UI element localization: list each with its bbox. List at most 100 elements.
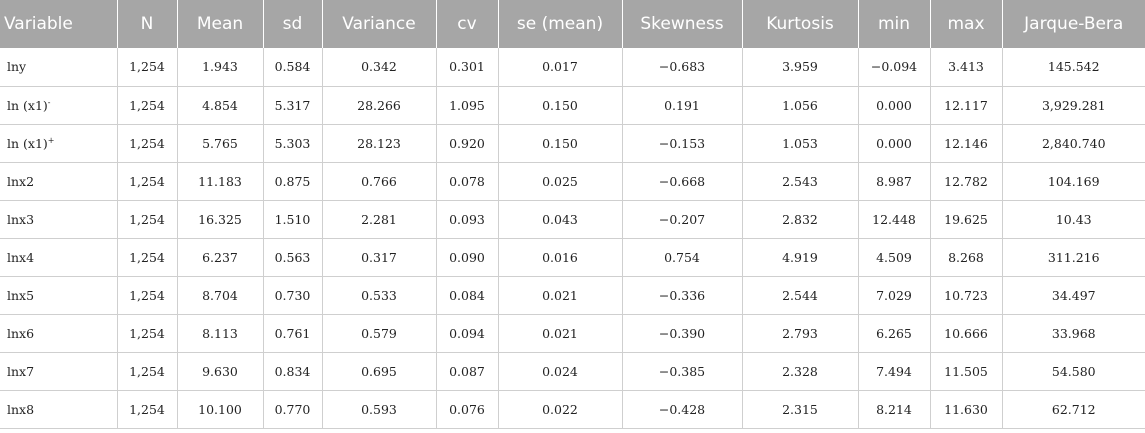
column-header: Skewness <box>622 0 743 48</box>
table-cell: −0.428 <box>622 390 743 429</box>
table-cell: −0.336 <box>622 276 743 315</box>
table-header: Variable N Mean sd Variance cv se (mean) Skewne… <box>0 0 1145 48</box>
table-cell: 11.630 <box>930 390 1003 429</box>
table-cell: 12.448 <box>858 200 931 239</box>
table-cell: 0.584 <box>263 48 323 87</box>
table-cell: 10.100 <box>177 390 264 429</box>
column-header: Mean <box>177 0 264 48</box>
table-cell: 0.920 <box>436 124 499 163</box>
table-cell: 0.090 <box>436 238 499 277</box>
table-cell: 10.666 <box>930 314 1003 353</box>
table-cell: 1,254 <box>117 314 178 353</box>
variable-name: lnx5 <box>7 287 35 303</box>
table-cell: 0.084 <box>436 276 499 315</box>
table-cell: 1.510 <box>263 200 323 239</box>
variable-superscript: + <box>47 135 55 145</box>
table-cell: 2.281 <box>322 200 437 239</box>
table-cell: 1.053 <box>742 124 859 163</box>
table-cell: 0.016 <box>498 238 623 277</box>
table-cell: 62.712 <box>1002 390 1145 429</box>
table-cell: 1.095 <box>436 86 499 125</box>
table-cell: 7.494 <box>858 352 931 391</box>
column-header: Kurtosis <box>742 0 859 48</box>
variable-name: lny <box>7 59 27 75</box>
table-cell: 6.265 <box>858 314 931 353</box>
variable-name: lnx4 <box>7 249 35 265</box>
table-cell: 0.021 <box>498 276 623 315</box>
variable-cell: lny <box>0 48 118 87</box>
table-cell: 8.113 <box>177 314 264 353</box>
table-cell: 34.497 <box>1002 276 1145 315</box>
table-cell: 0.000 <box>858 124 931 163</box>
table-cell: 28.123 <box>322 124 437 163</box>
column-header: N <box>117 0 178 48</box>
table-cell: 0.076 <box>436 390 499 429</box>
table-row: lnx5 1,254 8.704 0.730 0.533 0.084 0.021 −0.336… <box>0 276 1145 315</box>
table-cell: 0.342 <box>322 48 437 87</box>
table-cell: 0.875 <box>263 162 323 201</box>
table-cell: 1.943 <box>177 48 264 87</box>
table-cell: −0.668 <box>622 162 743 201</box>
table-cell: 6.237 <box>177 238 264 277</box>
variable-cell: lnx3 <box>0 200 118 239</box>
table-cell: 0.094 <box>436 314 499 353</box>
variable-cell: lnx4 <box>0 238 118 277</box>
table-cell: 9.630 <box>177 352 264 391</box>
table-cell: 1,254 <box>117 162 178 201</box>
column-header: sd <box>263 0 323 48</box>
table-row: lny 1,254 1.943 0.584 0.342 0.301 0.017 −0.683 3… <box>0 48 1145 87</box>
table-cell: 8.214 <box>858 390 931 429</box>
table-cell: 3.959 <box>742 48 859 87</box>
variable-cell: lnx6 <box>0 314 118 353</box>
table-cell: 12.146 <box>930 124 1003 163</box>
variable-name: ln (x1) <box>7 135 48 151</box>
table-cell: 10.723 <box>930 276 1003 315</box>
table-cell: 4.509 <box>858 238 931 277</box>
table-cell: 145.542 <box>1002 48 1145 87</box>
table-cell: 1,254 <box>117 390 178 429</box>
table-cell: 0.024 <box>498 352 623 391</box>
table-cell: 33.968 <box>1002 314 1145 353</box>
variable-name: lnx7 <box>7 363 35 379</box>
table-cell: 0.150 <box>498 124 623 163</box>
table-cell: 1,254 <box>117 124 178 163</box>
table-cell: −0.683 <box>622 48 743 87</box>
column-header: Jarque-Bera <box>1002 0 1145 48</box>
table-cell: 2.793 <box>742 314 859 353</box>
table-cell: 3.413 <box>930 48 1003 87</box>
table-cell: 2,840.740 <box>1002 124 1145 163</box>
table-cell: 12.782 <box>930 162 1003 201</box>
table-body: lny 1,254 1.943 0.584 0.342 0.301 0.017 −0.683 3… <box>0 48 1145 429</box>
variable-cell: lnx7 <box>0 352 118 391</box>
table-cell: 0.770 <box>263 390 323 429</box>
table-cell: 1.056 <box>742 86 859 125</box>
table-cell: 5.303 <box>263 124 323 163</box>
table-cell: 0.593 <box>322 390 437 429</box>
table-cell: 12.117 <box>930 86 1003 125</box>
table-cell: 2.832 <box>742 200 859 239</box>
table-cell: 0.150 <box>498 86 623 125</box>
table-cell: 0.834 <box>263 352 323 391</box>
variable-cell: lnx8 <box>0 390 118 429</box>
table-cell: 8.268 <box>930 238 1003 277</box>
table-cell: −0.094 <box>858 48 931 87</box>
variable-name: ln (x1) <box>7 97 48 113</box>
column-header: se (mean) <box>498 0 623 48</box>
table-cell: 10.43 <box>1002 200 1145 239</box>
column-header: max <box>930 0 1003 48</box>
table-cell: 311.216 <box>1002 238 1145 277</box>
table-cell: −0.153 <box>622 124 743 163</box>
column-header: min <box>858 0 931 48</box>
table-cell: 0.563 <box>263 238 323 277</box>
table-cell: 3,929.281 <box>1002 86 1145 125</box>
table-cell: 0.022 <box>498 390 623 429</box>
table-row: lnx3 1,254 16.325 1.510 2.281 0.093 0.043 −0.20… <box>0 200 1145 239</box>
table-cell: 0.761 <box>263 314 323 353</box>
table-cell: 16.325 <box>177 200 264 239</box>
table-cell: 2.543 <box>742 162 859 201</box>
table-cell: 54.580 <box>1002 352 1145 391</box>
table-cell: 1,254 <box>117 200 178 239</box>
table-cell: 0.317 <box>322 238 437 277</box>
variable-cell: lnx2 <box>0 162 118 201</box>
